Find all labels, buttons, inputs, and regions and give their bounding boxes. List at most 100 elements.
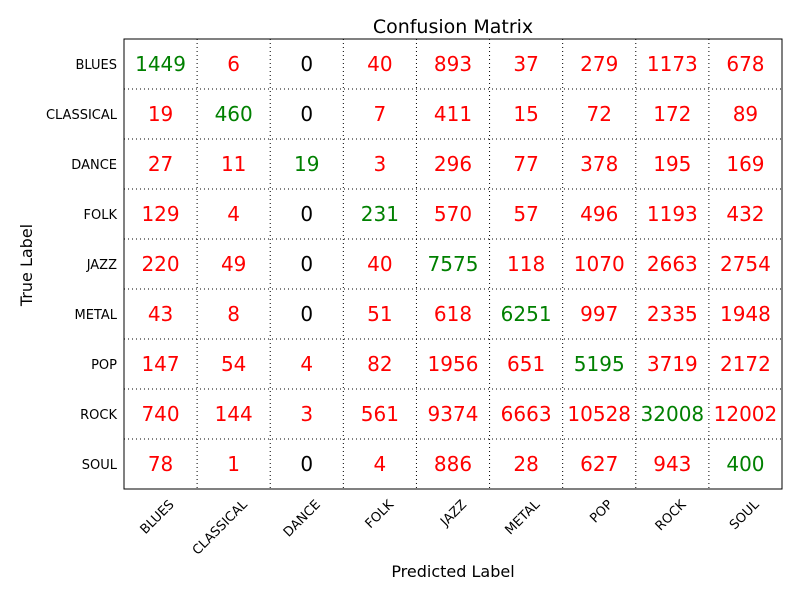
matrix-cell-value: 411 bbox=[434, 102, 472, 126]
y-tick-label: FOLK bbox=[84, 208, 118, 223]
matrix-cell-value: 77 bbox=[513, 152, 538, 176]
matrix-cell-value: 172 bbox=[653, 102, 691, 126]
matrix-cell-value: 15 bbox=[513, 102, 538, 126]
matrix-cell-value: 2172 bbox=[720, 352, 771, 376]
matrix-cell-value: 89 bbox=[733, 102, 758, 126]
y-tick-label: SOUL bbox=[82, 458, 118, 473]
matrix-cell-value: 54 bbox=[221, 352, 246, 376]
matrix-cell-value: 231 bbox=[361, 202, 399, 226]
matrix-cell-value: 1070 bbox=[574, 252, 625, 276]
matrix-cell-value: 37 bbox=[513, 52, 538, 76]
matrix-cell-value: 49 bbox=[221, 252, 246, 276]
matrix-cell-value: 618 bbox=[434, 302, 472, 326]
matrix-cell-value: 432 bbox=[726, 202, 764, 226]
matrix-cell-value: 8 bbox=[227, 302, 240, 326]
y-tick-label: DANCE bbox=[71, 158, 117, 173]
y-tick-label: POP bbox=[91, 358, 117, 373]
matrix-cell-value: 0 bbox=[300, 252, 313, 276]
matrix-cell-value: 0 bbox=[300, 302, 313, 326]
matrix-cell-value: 1948 bbox=[720, 302, 771, 326]
matrix-cell-value: 2335 bbox=[647, 302, 698, 326]
x-tick-label: ROCK bbox=[653, 497, 690, 534]
matrix-cell-value: 169 bbox=[726, 152, 764, 176]
x-tick-label: BLUES bbox=[138, 497, 178, 537]
matrix-cell-value: 496 bbox=[580, 202, 618, 226]
matrix-cell-value: 943 bbox=[653, 452, 691, 476]
y-tick-label: JAZZ bbox=[86, 258, 117, 273]
matrix-cell-value: 651 bbox=[507, 352, 545, 376]
plot-frame bbox=[123, 38, 783, 490]
x-tick-labels: BLUES CLASSICAL DANCE FOLK JAZZ METAL POP ROCK S… bbox=[138, 497, 763, 558]
matrix-cell-value: 886 bbox=[434, 452, 472, 476]
matrix-cell-value: 40 bbox=[367, 52, 392, 76]
matrix-cell-value: 3 bbox=[300, 402, 313, 426]
matrix-cell-value: 400 bbox=[726, 452, 764, 476]
matrix-cell-value: 195 bbox=[653, 152, 691, 176]
matrix-cell-value: 7 bbox=[374, 102, 387, 126]
y-tick-label: CLASSICAL bbox=[46, 108, 118, 123]
matrix-cell-value: 893 bbox=[434, 52, 472, 76]
x-tick-label: POP bbox=[587, 497, 616, 526]
matrix-cell-value: 0 bbox=[300, 102, 313, 126]
matrix-cell-value: 43 bbox=[148, 302, 173, 326]
matrix-cell-value: 4 bbox=[227, 202, 240, 226]
matrix-cell-value: 561 bbox=[361, 402, 399, 426]
x-tick-label: FOLK bbox=[363, 497, 398, 532]
matrix-cell-value: 460 bbox=[215, 102, 253, 126]
matrix-cell-value: 1956 bbox=[428, 352, 479, 376]
matrix-cell-value: 28 bbox=[513, 452, 538, 476]
matrix-cell-value: 19 bbox=[294, 152, 319, 176]
matrix-cell-value: 32008 bbox=[641, 402, 705, 426]
matrix-cell-value: 6663 bbox=[501, 402, 552, 426]
matrix-cell-value: 997 bbox=[580, 302, 618, 326]
matrix-cell-value: 129 bbox=[141, 202, 179, 226]
matrix-cell-value: 19 bbox=[148, 102, 173, 126]
matrix-cell-value: 296 bbox=[434, 152, 472, 176]
matrix-cell-value: 10528 bbox=[567, 402, 631, 426]
matrix-cell-value: 570 bbox=[434, 202, 472, 226]
matrix-cell-value: 6251 bbox=[501, 302, 552, 326]
matrix-cell-value: 78 bbox=[148, 452, 173, 476]
matrix-cell-value: 2754 bbox=[720, 252, 771, 276]
y-tick-label: ROCK bbox=[80, 408, 117, 423]
matrix-cell-value: 1 bbox=[227, 452, 240, 476]
x-tick-label: METAL bbox=[503, 497, 544, 538]
matrix-cell-value: 279 bbox=[580, 52, 618, 76]
matrix-cell-value: 6 bbox=[227, 52, 240, 76]
matrix-cell-value: 27 bbox=[148, 152, 173, 176]
matrix-cell-value: 627 bbox=[580, 452, 618, 476]
matrix-cell-value: 4 bbox=[374, 452, 387, 476]
matrix-cell-value: 147 bbox=[141, 352, 179, 376]
matrix-cell-value: 0 bbox=[300, 202, 313, 226]
matrix-cell-value: 9374 bbox=[428, 402, 479, 426]
matrix-cell-value: 0 bbox=[300, 52, 313, 76]
matrix-cell-value: 57 bbox=[513, 202, 538, 226]
matrix-cell-value: 678 bbox=[726, 52, 764, 76]
y-tick-labels: BLUES CLASSICAL DANCE FOLK JAZZ METAL POP ROCK S… bbox=[46, 58, 118, 473]
y-tick-label: METAL bbox=[75, 308, 118, 323]
matrix-cell-value: 51 bbox=[367, 302, 392, 326]
x-tick-label: CLASSICAL bbox=[190, 497, 251, 558]
matrix-cell-value: 7575 bbox=[428, 252, 479, 276]
matrix-cell-value: 12002 bbox=[714, 402, 778, 426]
matrix-cell-value: 5195 bbox=[574, 352, 625, 376]
matrix-cell-value: 118 bbox=[507, 252, 545, 276]
x-tick-label: JAZZ bbox=[437, 497, 470, 530]
matrix-cell-value: 378 bbox=[580, 152, 618, 176]
matrix-cell-value: 72 bbox=[586, 102, 611, 126]
x-axis-label: Predicted Label bbox=[391, 562, 514, 581]
matrix-cell-value: 0 bbox=[300, 452, 313, 476]
matrix-cell-value: 3719 bbox=[647, 352, 698, 376]
matrix-cell-value: 2663 bbox=[647, 252, 698, 276]
matrix-cell-value: 1193 bbox=[647, 202, 698, 226]
matrix-cell-value: 4 bbox=[300, 352, 313, 376]
y-tick-label: BLUES bbox=[76, 58, 118, 73]
matrix-cell-value: 11 bbox=[221, 152, 246, 176]
x-tick-label: DANCE bbox=[281, 497, 324, 540]
matrix-cell-value: 1449 bbox=[135, 52, 186, 76]
matrix-cell-value: 1173 bbox=[647, 52, 698, 76]
y-axis-label: True Label bbox=[17, 224, 36, 307]
matrix-cell-value: 220 bbox=[141, 252, 179, 276]
